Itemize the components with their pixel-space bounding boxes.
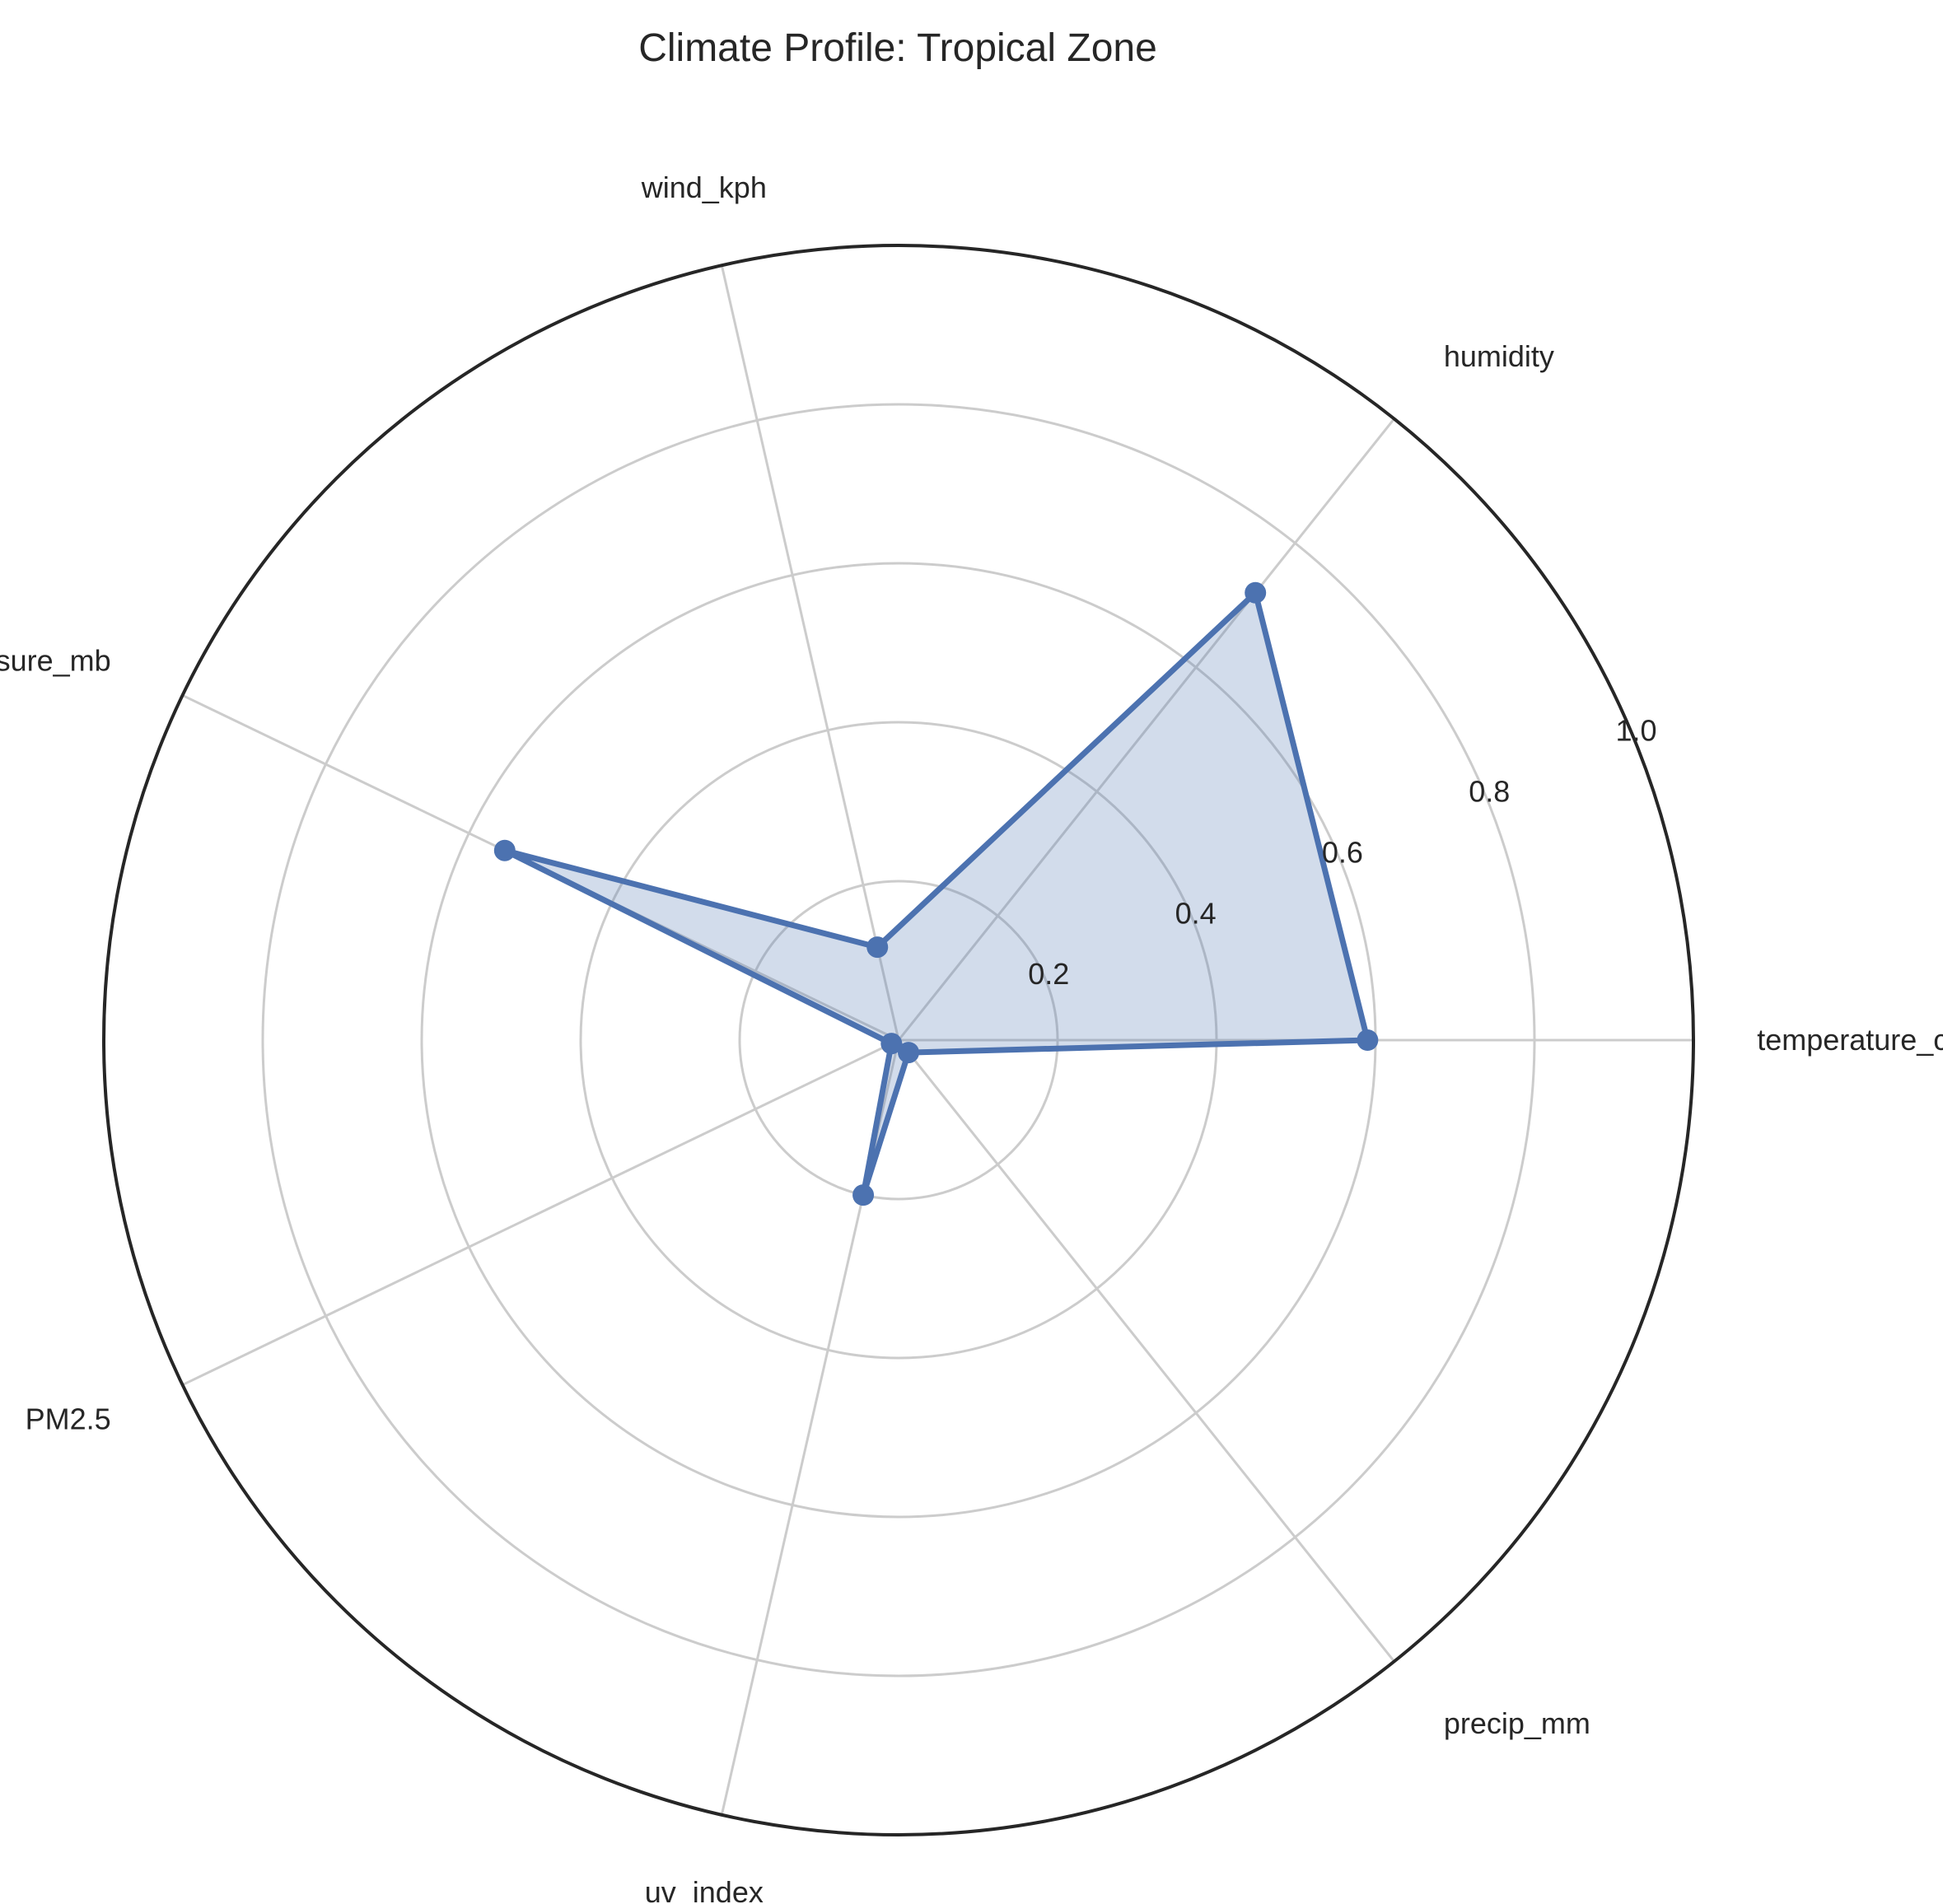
polar-frame: [102, 244, 1695, 1836]
data-point-precip-mm: [898, 1042, 920, 1064]
r-tick-label: 0.8: [1469, 775, 1510, 809]
category-label-pressure-mb: pressure_mb: [0, 643, 111, 677]
category-label-pm2-5: PM2.5: [26, 1402, 111, 1436]
r-tick-label: 1.0: [1616, 714, 1657, 748]
data-point-temperature-celsius: [1357, 1029, 1379, 1051]
data-point-pm2-5: [880, 1033, 903, 1055]
label-layer: 0.2 0.4 0.6 0.8 1.0 temperature_celsius humidi…: [0, 170, 1943, 1904]
category-label-humidity: humidity: [1444, 339, 1554, 373]
data-layer: [493, 581, 1379, 1206]
series-line: [502, 590, 1371, 1198]
spoke-precip-mm: [897, 1039, 1395, 1663]
category-label-precip-mm: precip_mm: [1444, 1706, 1590, 1740]
r-tick-label: 0.6: [1322, 835, 1363, 869]
data-point-wind-kph: [866, 936, 889, 959]
category-label-temperature-celsius: temperature_celsius: [1757, 1023, 1943, 1057]
data-point-humidity: [1245, 581, 1267, 604]
data-point-pressure-mb: [493, 839, 516, 861]
r-tick-label: 0.4: [1175, 896, 1217, 930]
chart-title: Climate Profile: Tropical Zone: [638, 26, 1157, 70]
data-point-uv-index: [852, 1184, 875, 1206]
spoke-humidity: [897, 418, 1395, 1041]
category-label-uv-index: uv_index: [645, 1875, 764, 1904]
r-tick-label: 0.2: [1028, 957, 1069, 991]
grid-layer: [102, 244, 1695, 1836]
spoke-pm2-5: [181, 1038, 899, 1387]
spoke-wind-kph: [720, 264, 900, 1041]
category-label-wind-kph: wind_kph: [641, 170, 767, 204]
